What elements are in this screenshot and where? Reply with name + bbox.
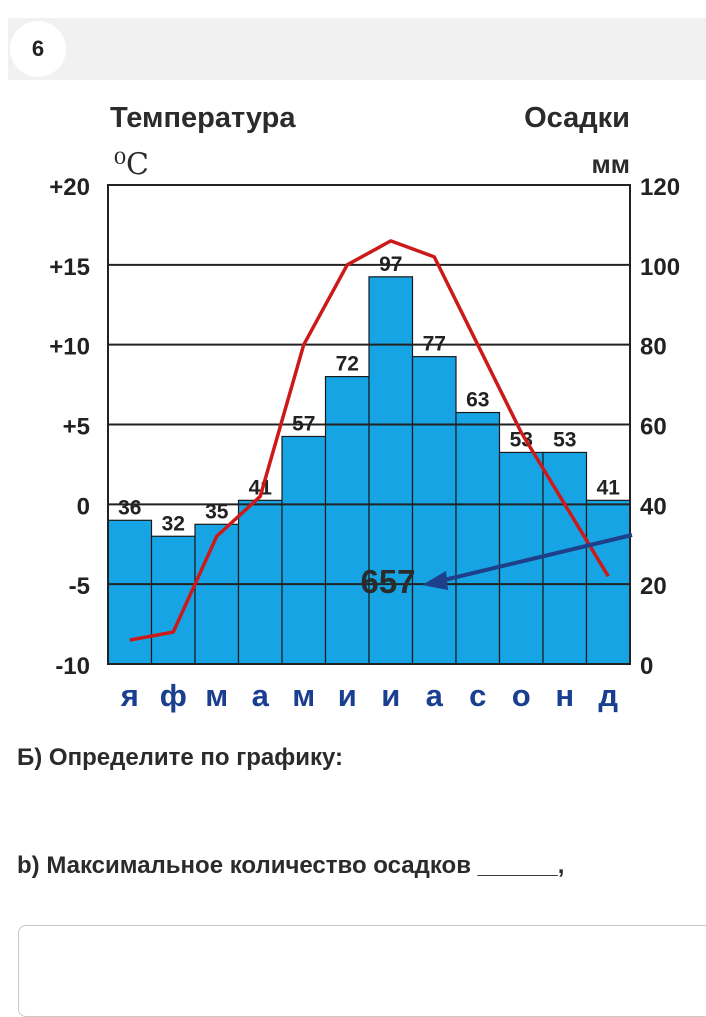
month-label: д — [598, 678, 618, 713]
month-label: м — [292, 678, 315, 713]
left-tick-label: -5 — [69, 573, 90, 600]
month-label: о — [512, 678, 531, 713]
precip-value-label: 97 — [379, 253, 402, 276]
left-tick-label: +20 — [49, 174, 90, 201]
precip-bar — [411, 356, 457, 665]
annotation-arrow-line — [439, 533, 633, 583]
answer-input[interactable] — [18, 925, 706, 1017]
right-tick-label: 100 — [640, 254, 680, 281]
precip-bar — [237, 499, 283, 665]
month-label: н — [555, 678, 574, 713]
month-label: м — [205, 678, 228, 713]
right-tick-label: 0 — [640, 653, 653, 680]
precip-value-label: 77 — [423, 333, 446, 356]
question-number: 6 — [31, 36, 45, 61]
precip-value-label: 53 — [553, 428, 576, 451]
precip-bar — [194, 523, 240, 665]
left-axis-title: Температура — [110, 102, 296, 134]
climate-chart: Температура⁰СОсадкимм+20+15+10+50-5-1012… — [49, 102, 680, 713]
right-tick-label: 20 — [640, 573, 667, 600]
item-b-max-precipitation: b) Максимальное количество осадков _____… — [17, 852, 565, 879]
month-label: а — [252, 678, 270, 713]
right-tick-label: 80 — [640, 334, 667, 361]
precip-value-label: 53 — [510, 428, 533, 451]
precip-bar — [281, 435, 327, 665]
left-tick-label: 0 — [77, 493, 90, 520]
precip-bar — [585, 499, 631, 665]
month-label: ф — [160, 678, 187, 713]
plot-frame — [107, 184, 631, 665]
right-tick-label: 40 — [640, 493, 667, 520]
annual-total-label: 657 — [360, 563, 415, 600]
question-number-badge: 6 — [10, 21, 66, 77]
left-tick-label: +5 — [63, 414, 90, 441]
precip-bar — [542, 451, 588, 665]
month-label: а — [426, 678, 444, 713]
left-tick-label: +15 — [49, 254, 90, 281]
precip-value-label: 72 — [336, 353, 359, 376]
precip-value-label: 41 — [249, 476, 273, 499]
right-axis-unit: мм — [592, 149, 630, 179]
month-label: я — [120, 678, 139, 713]
precip-bar — [107, 519, 153, 665]
precip-value-label: 63 — [466, 389, 489, 412]
temperature-line — [129, 239, 610, 642]
right-tick-label: 120 — [640, 174, 680, 201]
question-header — [8, 18, 706, 80]
month-label: с — [469, 678, 486, 713]
left-tick-label: -10 — [55, 653, 90, 680]
precip-value-label: 36 — [118, 496, 141, 519]
prompt-b: Б) Определите по графику: — [17, 744, 344, 771]
precip-bar — [324, 376, 370, 665]
annotation-arrow-head — [422, 571, 448, 590]
precip-bar — [368, 276, 414, 665]
right-axis-title: Осадки — [524, 102, 630, 134]
precip-value-label: 57 — [292, 412, 315, 435]
precip-value-label: 32 — [162, 512, 185, 535]
month-label: и — [338, 678, 357, 713]
right-tick-label: 60 — [640, 414, 667, 441]
left-axis-unit: ⁰С — [114, 147, 149, 182]
month-label: и — [381, 678, 400, 713]
precip-value-label: 35 — [205, 500, 229, 523]
precip-value-label: 41 — [597, 476, 621, 499]
left-tick-label: +10 — [49, 334, 90, 361]
precip-bar — [455, 411, 501, 665]
